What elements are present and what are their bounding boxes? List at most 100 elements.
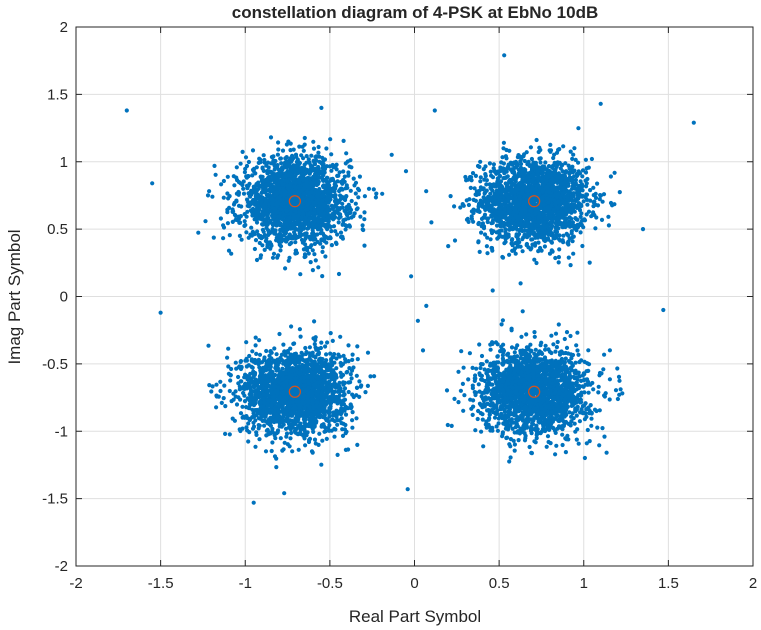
data-point: [267, 182, 272, 187]
data-point: [243, 155, 249, 160]
data-point: [249, 225, 254, 230]
data-point: [501, 140, 506, 145]
data-point: [458, 205, 463, 210]
data-point: [206, 343, 211, 348]
data-point: [346, 343, 351, 348]
data-point: [497, 216, 502, 221]
data-point: [293, 248, 298, 253]
data-point: [287, 255, 292, 260]
data-point: [510, 248, 515, 253]
data-point: [487, 161, 492, 166]
data-point: [517, 206, 523, 212]
data-point: [556, 192, 561, 197]
data-point: [566, 163, 571, 168]
data-point: [278, 207, 283, 212]
data-point: [573, 183, 578, 188]
data-point: [579, 182, 585, 187]
data-point: [503, 213, 508, 218]
data-point: [316, 144, 321, 150]
data-point: [258, 234, 263, 239]
data-point: [333, 229, 338, 234]
data-point: [544, 206, 549, 212]
data-point: [502, 171, 507, 176]
data-point: [366, 186, 372, 191]
data-point: [234, 165, 239, 170]
data-point: [555, 187, 560, 193]
data-point: [346, 202, 351, 207]
data-point: [540, 164, 546, 169]
data-point: [282, 193, 287, 198]
data-point: [566, 255, 571, 260]
data-point: [520, 237, 525, 242]
data-point: [278, 197, 283, 202]
data-point: [250, 148, 256, 153]
data-point: [470, 171, 476, 176]
data-point: [247, 430, 252, 435]
data-point: [503, 154, 508, 159]
data-point: [506, 163, 511, 168]
data-point: [550, 249, 555, 254]
data-point: [259, 176, 264, 181]
data-point: [580, 243, 585, 249]
data-point: [333, 196, 338, 201]
data-point: [263, 217, 268, 222]
data-point: [534, 137, 539, 143]
data-point: [466, 219, 471, 224]
data-point: [499, 168, 504, 173]
data-point: [261, 203, 266, 208]
data-point: [274, 220, 279, 225]
data-point: [321, 158, 326, 163]
data-point: [350, 357, 355, 362]
data-point: [575, 225, 581, 230]
data-point: [227, 233, 232, 238]
data-point: [559, 209, 564, 214]
data-point: [320, 274, 325, 279]
data-point: [553, 255, 558, 261]
data-point: [317, 431, 322, 436]
data-point: [331, 224, 337, 229]
data-point: [330, 211, 336, 216]
data-point: [302, 135, 307, 141]
data-point: [246, 159, 251, 165]
data-point: [612, 170, 617, 175]
data-point: [484, 182, 489, 187]
data-point: [229, 251, 234, 256]
data-point: [290, 153, 295, 158]
data-point: [237, 427, 242, 432]
data-point: [547, 226, 552, 231]
data-point: [303, 254, 308, 259]
data-point: [579, 211, 584, 216]
data-point: [319, 340, 324, 345]
data-point: [348, 158, 353, 163]
data-point: [568, 263, 573, 268]
data-point: [244, 340, 249, 345]
data-point: [485, 235, 490, 240]
data-point: [276, 184, 281, 189]
data-point: [526, 231, 531, 237]
data-point: [507, 180, 512, 185]
data-point: [564, 209, 569, 214]
data-point: [570, 223, 575, 228]
data-point: [353, 191, 358, 196]
data-point: [291, 217, 296, 222]
data-point: [248, 371, 253, 376]
data-point: [542, 244, 548, 249]
data-point: [311, 146, 317, 151]
data-point: [516, 153, 521, 158]
data-point: [246, 439, 251, 444]
data-point: [276, 253, 281, 258]
data-point: [343, 161, 348, 166]
data-point: [356, 195, 361, 200]
data-point: [257, 437, 262, 442]
data-point: [291, 147, 296, 152]
data-point: [276, 167, 281, 172]
data-point: [360, 223, 365, 228]
data-point: [362, 210, 367, 215]
data-point: [313, 354, 318, 359]
data-point: [536, 223, 542, 228]
data-point: [338, 334, 343, 339]
data-point: [329, 152, 334, 157]
data-point: [222, 383, 227, 388]
data-point: [362, 217, 367, 222]
data-point: [225, 174, 230, 179]
